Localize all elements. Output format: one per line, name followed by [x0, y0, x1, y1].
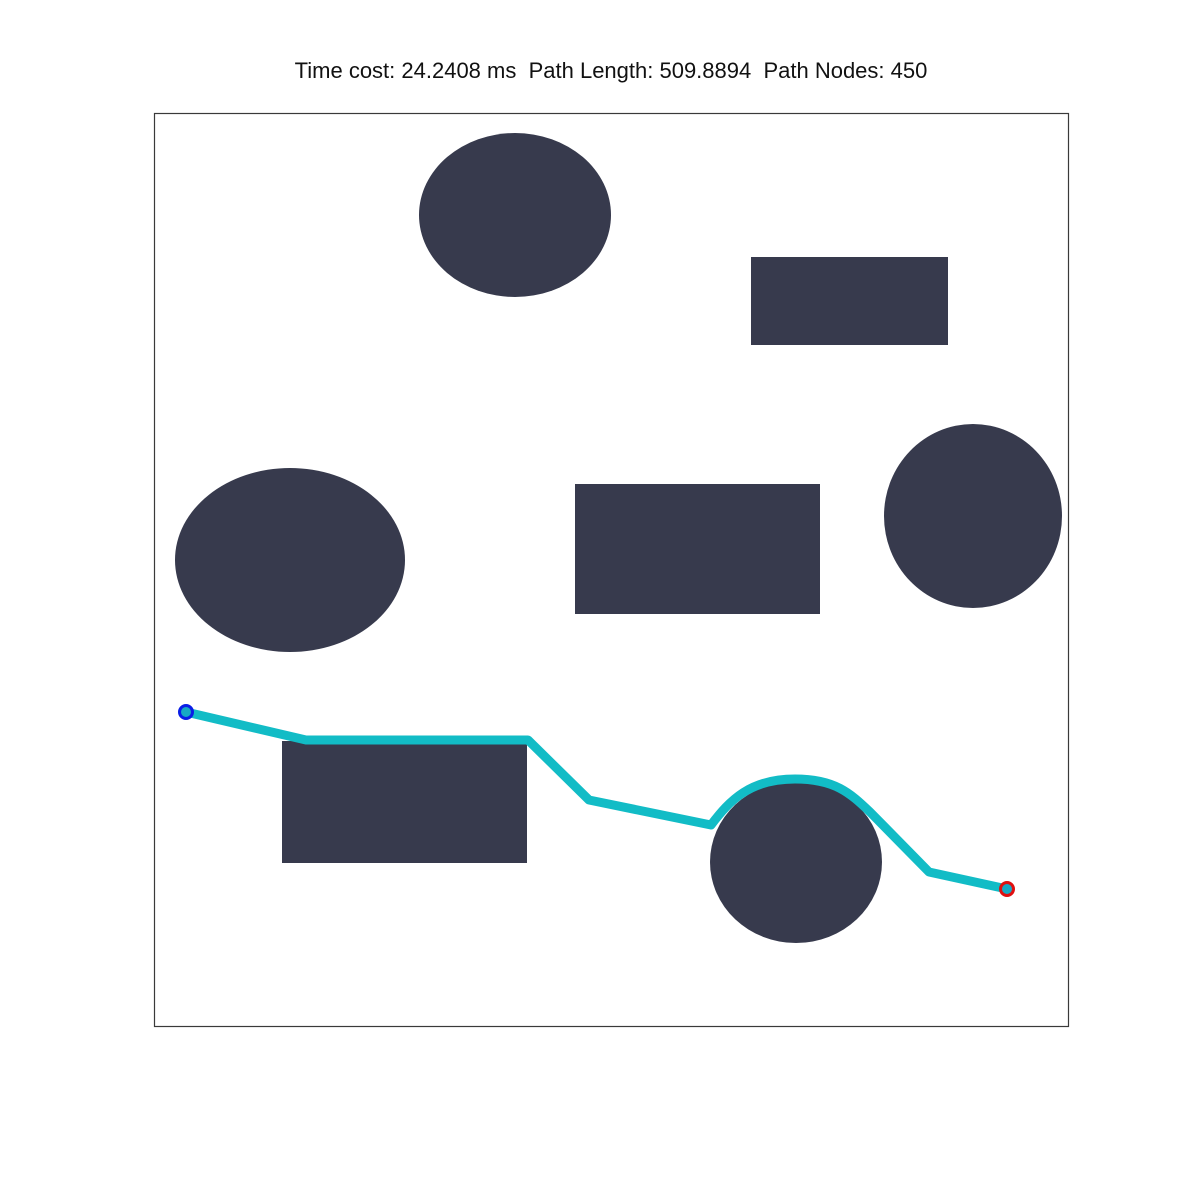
start-point	[178, 704, 194, 720]
circle-obstacle-right	[884, 424, 1062, 608]
figure-title: Time cost: 24.2408 ms Path Length: 509.8…	[294, 58, 928, 83]
planned-path	[181, 707, 1012, 894]
obstacles	[175, 133, 1062, 943]
goal-point	[999, 881, 1015, 897]
rectangle-obstacle-bottom-left	[282, 741, 527, 863]
rectangle-obstacle-center	[575, 484, 820, 614]
circle-obstacle-bottom	[710, 781, 882, 943]
rectangle-obstacle-top-right	[751, 257, 948, 345]
ellipse-obstacle-left	[175, 468, 405, 652]
ellipse-obstacle-top	[419, 133, 611, 297]
